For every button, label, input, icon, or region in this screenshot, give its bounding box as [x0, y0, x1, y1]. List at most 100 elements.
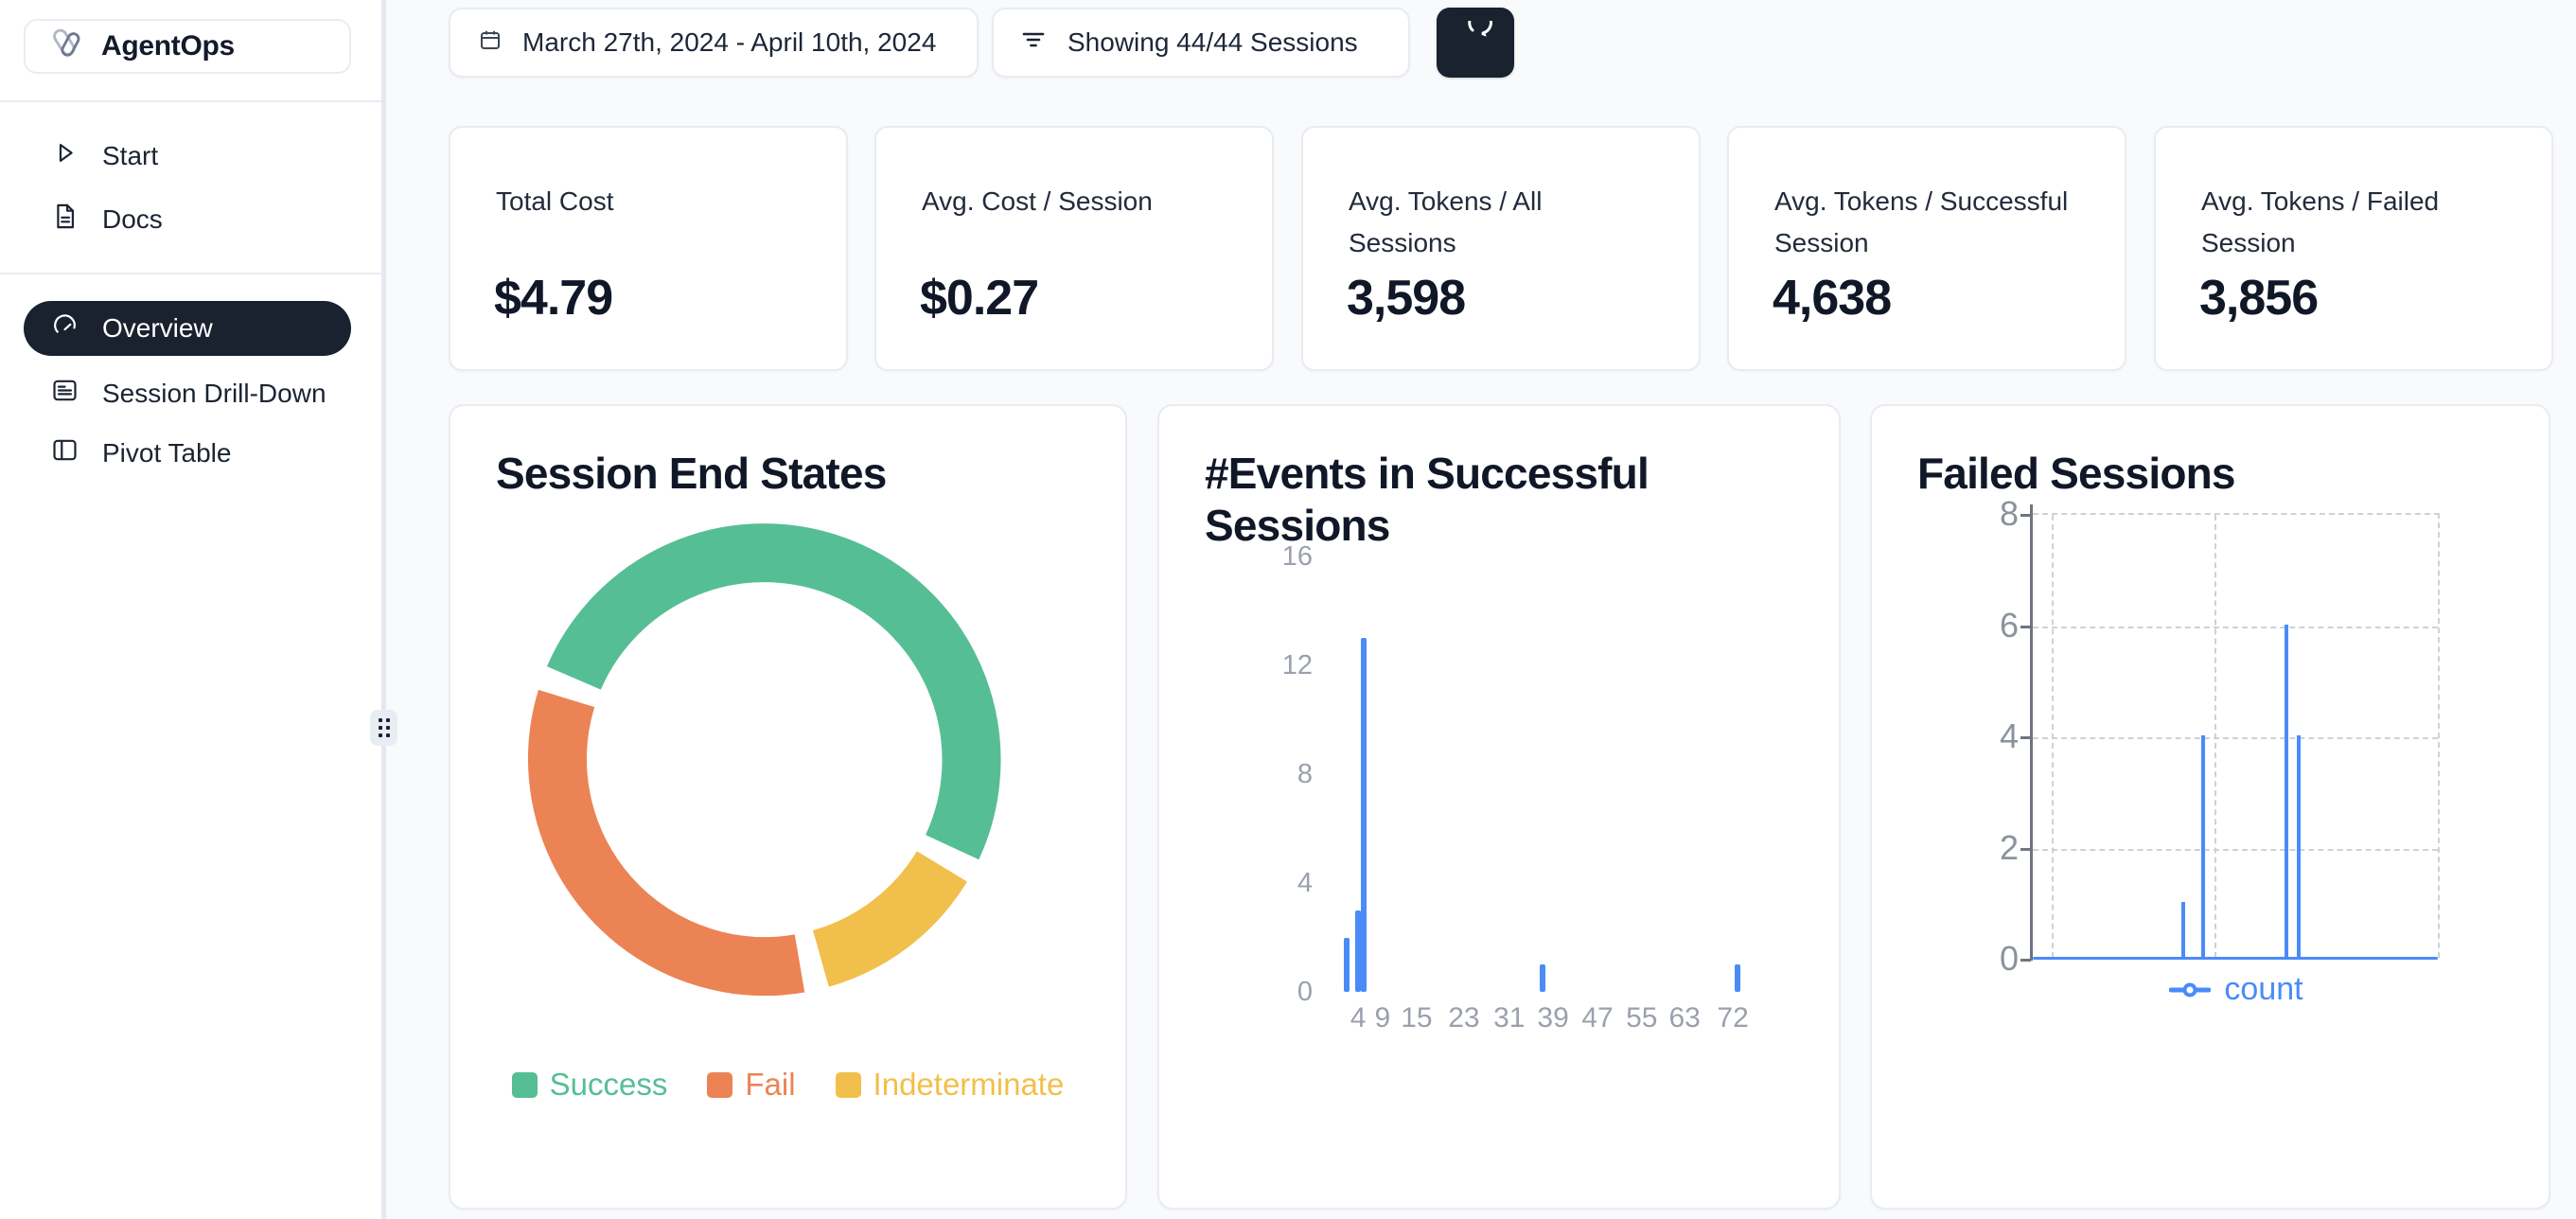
donut-legend: Success Fail Indeterminate [450, 1067, 1125, 1103]
stat-value: 3,598 [1347, 271, 1466, 326]
sidebar-item-overview[interactable]: Overview [24, 301, 351, 356]
stat-card-avg-cost-session: Avg. Cost / Session $0.27 [874, 126, 1274, 371]
y-axis-line [2030, 504, 2033, 961]
line-spike-value-4 [2200, 735, 2205, 958]
y-tick-label: 0 [1297, 977, 1313, 1007]
x-tick-label: 23 [1448, 1002, 1480, 1034]
sidebar-item-label: Pivot Table [102, 438, 232, 468]
stat-card-avg-tokens-failed: Avg. Tokens / Failed Session 3,856 [2154, 126, 2553, 371]
sidebar-item-start[interactable]: Start [24, 129, 351, 184]
agentops-logo-icon [48, 26, 86, 68]
stat-label: Avg. Cost / Session [922, 186, 1153, 216]
stat-value: $4.79 [494, 271, 613, 326]
sidebar-resizer-handle[interactable] [370, 710, 397, 746]
refresh-icon [1456, 9, 1495, 65]
chart-title: #Events in Successful Sessions [1205, 449, 1650, 550]
sidebar-resizer-line [381, 0, 386, 1219]
sidebar-item-label: Docs [102, 204, 163, 234]
divider [0, 273, 381, 274]
line-spike-value-4 [2296, 735, 2301, 958]
sessions-filter-label: Showing 44/44 Sessions [1067, 27, 1358, 57]
legend-label: Fail [745, 1067, 796, 1102]
legend-item-indeterminate[interactable]: Indeterminate [835, 1067, 1065, 1103]
stat-card-total-cost: Total Cost $4.79 [449, 126, 848, 371]
bar-x2 [1344, 937, 1350, 992]
y-axis-tick [2020, 736, 2031, 739]
stat-card-avg-tokens-successful: Avg. Tokens / Successful Session 4,638 [1727, 126, 2126, 371]
date-range-label: March 27th, 2024 - April 10th, 2024 [522, 27, 937, 57]
grip-dots-icon [378, 718, 390, 737]
donut-slice-indeterminate [812, 850, 967, 987]
line-spike-value-6 [2284, 624, 2288, 958]
line-spike-value-1 [2181, 902, 2186, 958]
legend-label: Indeterminate [873, 1067, 1065, 1102]
sidebar-item-pivot-table[interactable]: Pivot Table [24, 426, 351, 481]
sidebar-item-docs[interactable]: Docs [24, 192, 351, 247]
y-tick-label: 2 [1999, 827, 2019, 867]
list-box-icon [50, 376, 79, 412]
x-tick-label: 63 [1668, 1002, 1701, 1034]
failed-sessions-card: Failed Sessions 0 2 4 6 8 count [1870, 404, 2550, 1210]
refresh-button[interactable] [1437, 8, 1514, 78]
y-tick-label: 4 [1297, 868, 1313, 898]
legend-item-success[interactable]: Success [511, 1067, 668, 1103]
app-logo[interactable]: AgentOps [24, 19, 351, 74]
line-series-baseline [2033, 957, 2438, 960]
h-gridline [2033, 737, 2438, 739]
legend-label: Success [549, 1067, 668, 1102]
legend-swatch [835, 1071, 861, 1098]
stat-card-avg-tokens-all: Avg. Tokens / All Sessions 3,598 [1301, 126, 1701, 371]
y-axis-tick [2020, 847, 2031, 851]
sidebar-item-session-drill-down[interactable]: Session Drill-Down [24, 366, 351, 421]
y-tick-label: 4 [1999, 716, 2019, 755]
session-end-states-donut-chart [528, 523, 1001, 997]
legend-item-fail[interactable]: Fail [707, 1067, 796, 1103]
v-gridline [2052, 515, 2055, 958]
x-tick-label: 47 [1581, 1002, 1614, 1034]
document-icon [50, 202, 79, 238]
stat-label: Avg. Tokens / All Sessions [1349, 186, 1543, 257]
stat-value: 4,638 [1773, 271, 1892, 326]
count-legend-item[interactable]: count [2033, 971, 2440, 1008]
donut-slice-success [546, 523, 1001, 860]
x-tick-label: 55 [1626, 1002, 1658, 1034]
session-end-states-card: Session End States Success Fail Indetermin… [449, 404, 1127, 1210]
y-axis-tick [2020, 959, 2031, 962]
h-gridline [2033, 848, 2438, 851]
bar-x72 [1735, 964, 1741, 992]
y-axis-tick [2020, 625, 2031, 628]
y-tick-label: 6 [1999, 605, 2019, 645]
x-tick-label: 4 [1350, 1002, 1367, 1034]
line-chart-plot-area [2020, 504, 2440, 962]
play-icon [50, 138, 79, 174]
filter-icon [1020, 26, 1047, 60]
legend-label: count [2224, 971, 2303, 1007]
legend-swatch [707, 1071, 733, 1098]
y-axis-tick [2020, 514, 2031, 517]
stat-label: Total Cost [496, 186, 614, 216]
chart-title: Failed Sessions [1917, 449, 2236, 498]
bar-x3 [1355, 910, 1361, 992]
h-gridline [2033, 626, 2438, 628]
sidebar-item-label: Session Drill-Down [102, 379, 326, 408]
y-tick-label: 8 [1999, 494, 2019, 533]
sidebar-item-label: Start [102, 141, 159, 170]
date-range-picker[interactable]: March 27th, 2024 - April 10th, 2024 [449, 8, 979, 78]
stat-label: Avg. Tokens / Successful Session [1774, 186, 2069, 257]
app-title: AgentOps [101, 30, 235, 62]
legend-swatch [511, 1071, 538, 1098]
stat-label: Avg. Tokens / Failed Session [2201, 186, 2440, 257]
sidebar: AgentOps Start Docs Overview [0, 0, 381, 1219]
gauge-icon [50, 310, 79, 346]
sessions-filter-button[interactable]: Showing 44/44 Sessions [992, 8, 1410, 78]
y-tick-label: 12 [1281, 650, 1313, 680]
sidebar-item-label: Overview [102, 313, 213, 343]
bar-x4 [1361, 638, 1367, 992]
split-panel-icon [50, 435, 79, 471]
bar-chart-plot-area [1322, 556, 1809, 992]
events-in-successful-sessions-card: #Events in Successful Sessions 0 4 8 12 16 4… [1157, 404, 1841, 1210]
v-gridline [2214, 515, 2217, 958]
stat-value: $0.27 [920, 271, 1039, 326]
bar-x37 [1540, 964, 1546, 992]
divider [0, 100, 381, 102]
